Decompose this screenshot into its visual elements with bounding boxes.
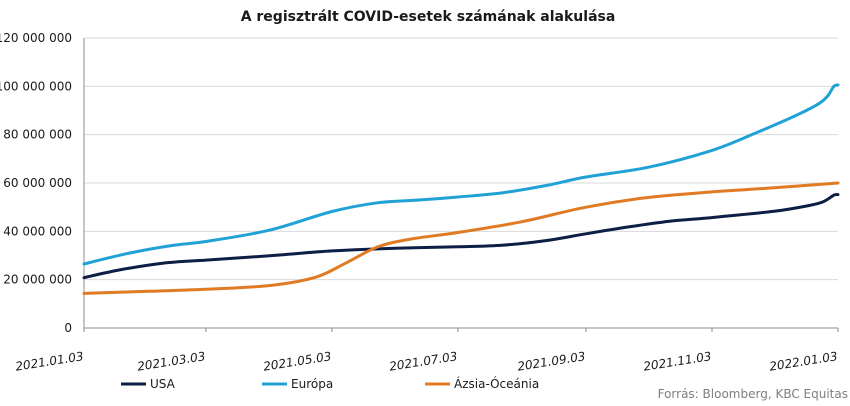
x-tick-label: 2021.03.03 (136, 349, 206, 374)
legend: USA Európa Ázsia-Óceánia (121, 376, 539, 391)
y-tick-label: 40 000 000 (3, 224, 72, 238)
y-tick-label: 80 000 000 (3, 128, 72, 142)
x-tick-label: 2021.11.03 (642, 349, 712, 374)
series-line (82, 83, 840, 266)
y-tick-label: 120 000 000 (0, 31, 72, 45)
x-tick-label: 2021.09.03 (516, 349, 586, 374)
plot-area (82, 83, 840, 295)
gridlines (84, 37, 838, 281)
source-note: Forrás: Bloomberg, KBC Equitas (658, 387, 848, 401)
legend-label: Európa (291, 377, 333, 391)
series-line (82, 192, 840, 280)
y-axis: 0 20 000 000 40 000 000 60 000 000 80 000 00… (0, 31, 72, 335)
x-tick-label: 2022.01.03 (768, 349, 838, 374)
y-tick-label: 60 000 000 (3, 176, 72, 190)
y-tick-label: 100 000 000 (0, 79, 72, 93)
chart-title: A regisztrált COVID-esetek számának alak… (241, 9, 616, 25)
legend-label: USA (150, 377, 176, 391)
x-tick-label: 2021.07.03 (388, 349, 458, 374)
x-axis: 2021.01.03 2021.03.03 2021.05.03 2021.07.03… (14, 328, 839, 374)
y-tick-label: 0 (64, 321, 72, 335)
x-tick-label: 2021.05.03 (262, 349, 332, 374)
y-tick-label: 20 000 000 (3, 273, 72, 287)
legend-label: Ázsia-Óceánia (454, 376, 539, 391)
series-line (82, 181, 840, 295)
x-tick-label: 2021.01.03 (14, 349, 84, 374)
